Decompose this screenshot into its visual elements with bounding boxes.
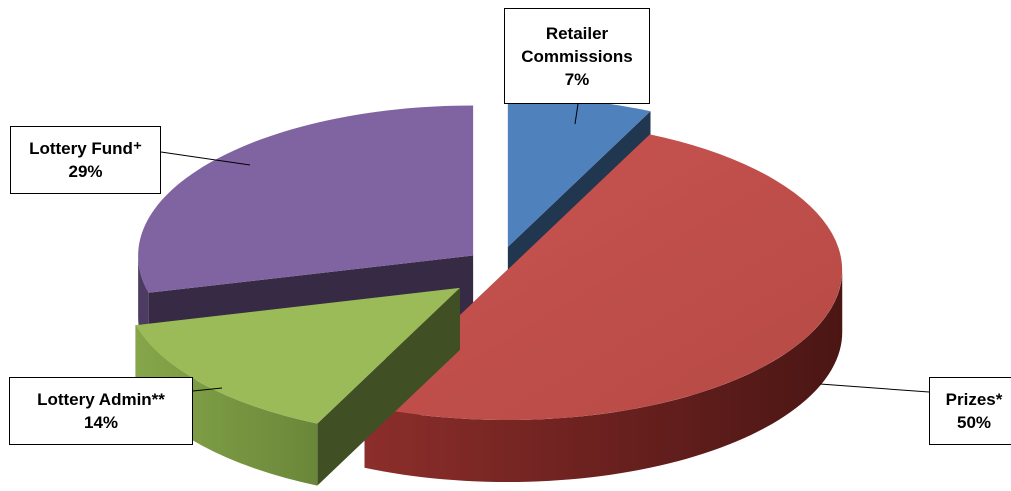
callout-fund-name: Lottery Fund⁺ bbox=[29, 139, 142, 158]
pie-slice-top-prizes bbox=[364, 134, 843, 421]
callout-retailer-line2: Commissions bbox=[521, 46, 633, 66]
pie-slice-top-lottery-fund bbox=[138, 105, 474, 293]
pie-slice-lottery-admin bbox=[135, 287, 460, 486]
callout-retailer-line1: Retailer bbox=[545, 23, 609, 43]
callout-prizes-name: Prizes* bbox=[945, 390, 1003, 409]
callout-lottery-fund: Lottery Fund⁺ 29% bbox=[10, 126, 161, 194]
pie-slice-side-prizes bbox=[364, 270, 843, 483]
callout-admin-name: Lottery Admin** bbox=[37, 390, 165, 409]
leader-retailer bbox=[574, 103, 579, 125]
pie-slice-top-lottery-admin bbox=[135, 287, 460, 424]
callout-prizes-pct: 50% bbox=[956, 413, 992, 432]
pie-slice-side-lottery-admin bbox=[135, 325, 318, 486]
leader-admin bbox=[192, 387, 223, 392]
callout-retailer-commissions: Retailer Commissions 7% bbox=[504, 8, 650, 104]
leader-fund bbox=[160, 151, 251, 166]
leader-prizes bbox=[819, 383, 930, 393]
callout-admin-pct: 14% bbox=[83, 413, 119, 432]
callout-lottery-admin: Lottery Admin** 14% bbox=[9, 377, 193, 445]
pie-slice-top-retailer-commissions bbox=[507, 96, 651, 247]
callout-prizes: Prizes* 50% bbox=[929, 377, 1011, 445]
callout-retailer-pct: 7% bbox=[564, 69, 590, 89]
callout-fund-pct: 29% bbox=[68, 162, 103, 181]
pie-slice-prizes bbox=[364, 134, 843, 483]
